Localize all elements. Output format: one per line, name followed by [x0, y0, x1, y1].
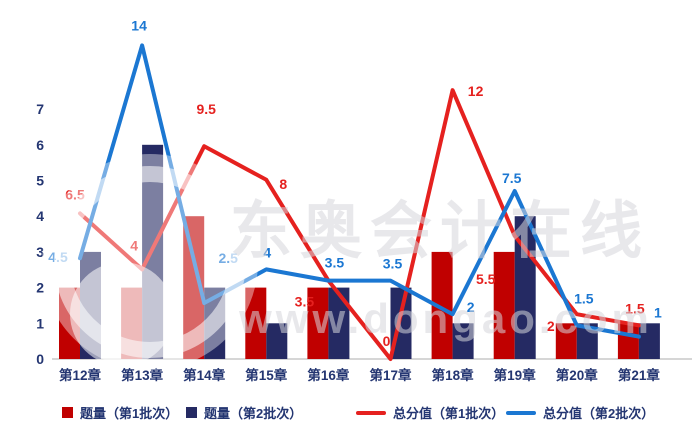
bar-batch2-第18章	[452, 323, 474, 359]
legend-label-bar-batch1: 题量（第1批次）	[80, 406, 179, 421]
data-label-batch1: 9.5	[196, 101, 216, 117]
legend-item-line-batch1: 总分值（第1批次）	[356, 403, 504, 422]
data-label-batch2: 3.5	[383, 256, 403, 272]
x-axis-category-label: 第21章	[618, 367, 661, 383]
bar-batch2-第20章	[576, 323, 598, 359]
bar-batch1-第19章	[493, 251, 515, 359]
x-axis-category-label: 第17章	[369, 367, 412, 383]
bar-batch1-第15章	[245, 287, 267, 359]
line-batch1	[78, 88, 641, 361]
data-label-batch1: 12	[468, 83, 484, 99]
x-axis-category-label: 第12章	[59, 367, 102, 383]
x-axis-category-label: 第13章	[121, 367, 164, 383]
line-batch1-marker-icon	[356, 410, 386, 415]
watermark-url-text: www.dongao.com	[238, 295, 653, 342]
x-axis-category-label: 第19章	[494, 367, 537, 383]
y-axis-tick-label: 5	[36, 173, 44, 189]
data-label-batch2: 4	[263, 244, 271, 260]
legend-item-bar-batch2: 题量（第2批次）	[186, 403, 302, 422]
data-label-batch2: 1	[654, 305, 662, 321]
y-axis-tick-label: 3	[36, 244, 44, 260]
data-label-batch1: 4	[130, 237, 138, 253]
data-label-batch1: 8	[279, 176, 287, 192]
data-label-batch2: 14	[131, 17, 147, 33]
legend-label-line-batch2: 总分值（第2批次）	[543, 406, 655, 421]
bar-batch2-第16章	[328, 287, 350, 359]
legend-label-line-batch1: 总分值（第1批次）	[393, 406, 505, 421]
line-batch2-marker-icon	[506, 410, 536, 415]
y-axis-tick-label: 4	[36, 208, 44, 224]
legend-item-line-batch2: 总分值（第2批次）	[506, 403, 654, 422]
watermark-swoosh	[70, 262, 174, 366]
legend-item-bar-batch1: 题量（第1批次）	[62, 403, 178, 422]
data-label-batch2: 1.5	[574, 290, 594, 306]
y-axis-tick-label: 2	[36, 280, 44, 296]
bar-batch1-第16章	[307, 287, 329, 359]
x-axis-category-label: 第14章	[183, 367, 226, 383]
data-label-batch1: 0	[383, 333, 391, 349]
bar-batch2-第21章	[638, 323, 660, 359]
data-label-batch2: 7.5	[502, 170, 522, 186]
y-axis-tick-label: 7	[36, 101, 44, 117]
bar-batch2-swatch-icon	[186, 407, 197, 418]
bar-batch1-第18章	[431, 251, 453, 359]
bar-batch2-第19章	[514, 216, 536, 359]
bar-batch1-swatch-icon	[62, 407, 73, 418]
data-label-batch1: 3.5	[295, 294, 315, 310]
data-label-batch2: 3.5	[325, 255, 345, 271]
data-label-batch1: 1.5	[625, 300, 645, 316]
x-axis-category-label: 第15章	[245, 367, 288, 383]
bar-batch1-第14章	[183, 216, 205, 359]
x-axis-category-label: 第16章	[307, 367, 350, 383]
x-axis-category-label: 第18章	[432, 367, 475, 383]
x-axis-category-label: 第20章	[556, 367, 599, 383]
data-label-batch2: 2	[467, 299, 475, 315]
y-axis-tick-label: 0	[36, 351, 44, 367]
data-label-batch1: 2	[547, 318, 555, 334]
y-axis-tick-label: 1	[36, 315, 44, 331]
y-axis-tick-label: 6	[36, 137, 44, 153]
bar-batch2-第15章	[266, 323, 288, 359]
watermark-brand-text: 东奥会计在线	[230, 197, 650, 266]
data-label-batch1: 5.5	[476, 271, 496, 287]
legend-label-bar-batch2: 题量（第2批次）	[204, 406, 303, 421]
bar-batch1-第20章	[555, 323, 577, 359]
